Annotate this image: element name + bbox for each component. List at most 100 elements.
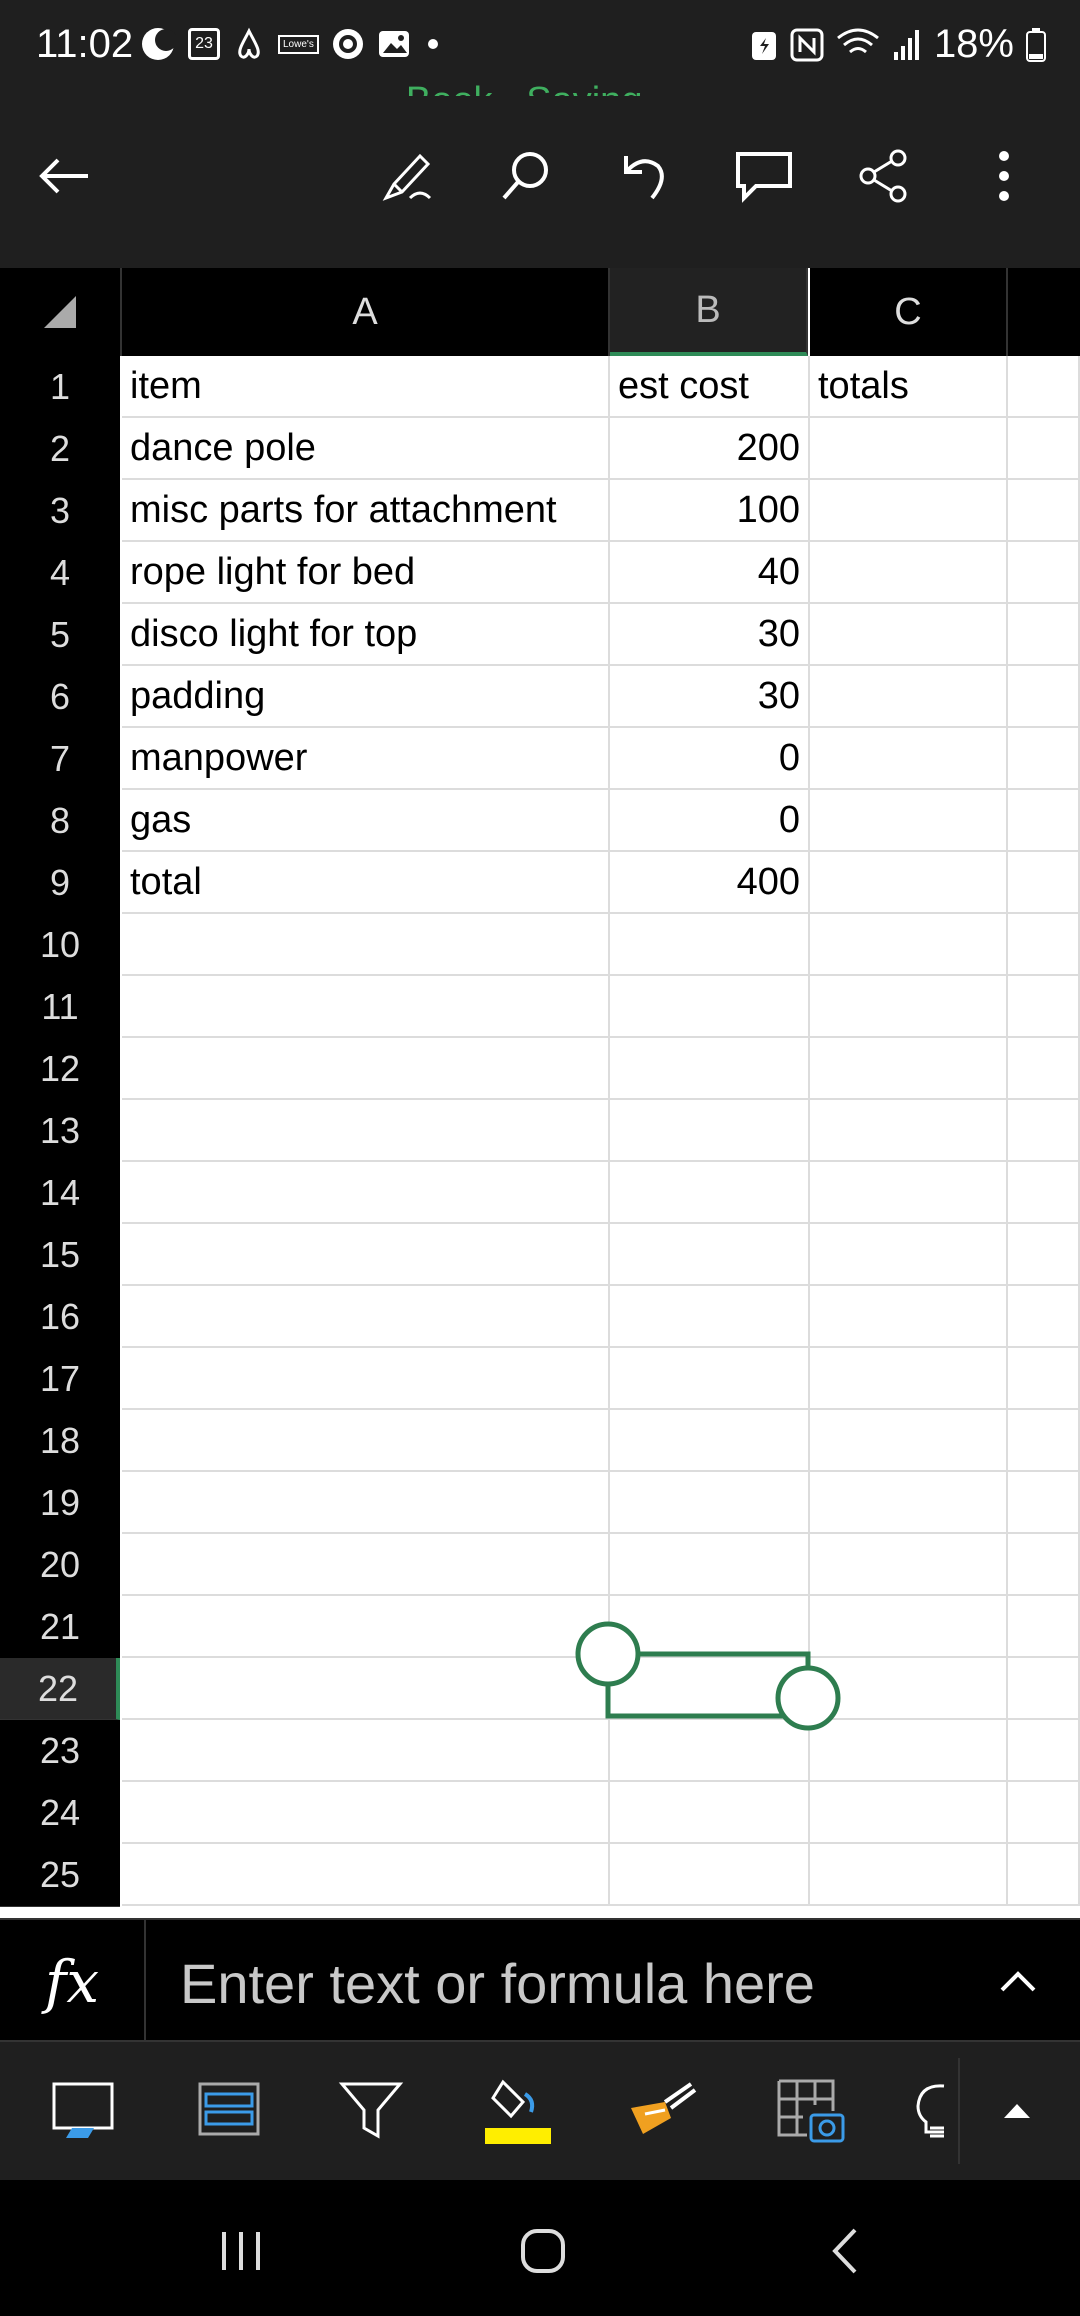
cell-b16[interactable] [610,1286,810,1348]
back-arrow-icon[interactable] [24,136,104,216]
cell-b7[interactable]: 0 [610,728,810,790]
cell-d4[interactable] [1008,542,1080,604]
row-header-18[interactable]: 18 [0,1410,120,1473]
cell-c11[interactable] [810,976,1008,1038]
cell-d22[interactable] [1008,1658,1080,1720]
cell-d7[interactable] [1008,728,1080,790]
cell-a24[interactable] [122,1782,610,1844]
row-header-20[interactable]: 20 [0,1534,120,1597]
row-header-11[interactable]: 11 [0,976,120,1039]
cell-c8[interactable] [810,790,1008,852]
cell-a22[interactable] [122,1658,610,1720]
cell-a12[interactable] [122,1038,610,1100]
cell-a21[interactable] [122,1596,610,1658]
comment-icon[interactable] [724,136,804,216]
cell-c20[interactable] [810,1534,1008,1596]
cell-a16[interactable] [122,1286,610,1348]
cell-b11[interactable] [610,976,810,1038]
cell-c4[interactable] [810,542,1008,604]
cell-d8[interactable] [1008,790,1080,852]
select-all-corner[interactable] [0,268,122,356]
cell-b2[interactable]: 200 [610,418,810,480]
cell-a14[interactable] [122,1162,610,1224]
cell-d12[interactable] [1008,1038,1080,1100]
cell-b13[interactable] [610,1100,810,1162]
cell-d3[interactable] [1008,480,1080,542]
cell-d23[interactable] [1008,1720,1080,1782]
cell-d14[interactable] [1008,1162,1080,1224]
cell-b20[interactable] [610,1534,810,1596]
row-header-12[interactable]: 12 [0,1038,120,1101]
cell-a20[interactable] [122,1534,610,1596]
cell-d19[interactable] [1008,1472,1080,1534]
cell-a18[interactable] [122,1410,610,1472]
cell-b18[interactable] [610,1410,810,1472]
cell-c23[interactable] [810,1720,1008,1782]
column-header-b[interactable]: B [610,268,808,356]
cell-d21[interactable] [1008,1596,1080,1658]
cell-b9[interactable]: 400 [610,852,810,914]
recent-apps-icon[interactable] [196,2216,286,2286]
cell-d10[interactable] [1008,914,1080,976]
cell-a10[interactable] [122,914,610,976]
cell-c12[interactable] [810,1038,1008,1100]
cell-a9[interactable]: total [122,852,610,914]
insert-picture-table-icon[interactable] [766,2070,856,2150]
cell-c9[interactable] [810,852,1008,914]
expand-toolbar-icon[interactable] [972,2070,1062,2150]
lightbulb-icon[interactable] [910,2070,960,2150]
cell-d24[interactable] [1008,1782,1080,1844]
cell-a15[interactable] [122,1224,610,1286]
row-header-7[interactable]: 7 [0,728,120,791]
cell-d25[interactable] [1008,1844,1080,1906]
cell-a1[interactable]: item [122,356,610,418]
row-header-25[interactable]: 25 [0,1844,120,1907]
cell-a3[interactable]: misc parts for attachment [122,480,610,542]
cell-b15[interactable] [610,1224,810,1286]
cell-a13[interactable] [122,1100,610,1162]
row-header-3[interactable]: 3 [0,480,120,543]
formula-input[interactable] [178,1950,962,2016]
chevron-up-icon[interactable] [996,1960,1040,2004]
row-header-2[interactable]: 2 [0,418,120,481]
cell-c1[interactable]: totals [810,356,1008,418]
cell-a5[interactable]: disco light for top [122,604,610,666]
cell-selection-handles[interactable] [570,1618,850,1738]
cell-c5[interactable] [810,604,1008,666]
cell-c2[interactable] [810,418,1008,480]
draw-pen-icon[interactable] [368,136,448,216]
row-header-8[interactable]: 8 [0,790,120,853]
cell-b21[interactable] [610,1596,810,1658]
search-icon[interactable] [486,136,566,216]
highlight-fill-icon[interactable] [472,2070,562,2150]
cell-d9[interactable] [1008,852,1080,914]
row-header-19[interactable]: 19 [0,1472,120,1535]
column-header-c[interactable]: C [810,268,1008,356]
cell-b5[interactable]: 30 [610,604,810,666]
cell-d2[interactable] [1008,418,1080,480]
cell-c16[interactable] [810,1286,1008,1348]
fx-button[interactable]: fx [0,1920,146,2044]
cell-c15[interactable] [810,1224,1008,1286]
cell-d13[interactable] [1008,1100,1080,1162]
cell-b17[interactable] [610,1348,810,1410]
cell-a6[interactable]: padding [122,666,610,728]
cell-b19[interactable] [610,1472,810,1534]
cell-b14[interactable] [610,1162,810,1224]
cell-c24[interactable] [810,1782,1008,1844]
cell-b1[interactable]: est cost [610,356,810,418]
row-header-10[interactable]: 10 [0,914,120,977]
row-header-21[interactable]: 21 [0,1596,120,1659]
row-header-6[interactable]: 6 [0,666,120,729]
row-header-24[interactable]: 24 [0,1782,120,1845]
cell-c10[interactable] [810,914,1008,976]
cell-a23[interactable] [122,1720,610,1782]
undo-icon[interactable] [604,136,684,216]
cell-d15[interactable] [1008,1224,1080,1286]
row-header-5[interactable]: 5 [0,604,120,667]
cell-c13[interactable] [810,1100,1008,1162]
share-icon[interactable] [844,136,924,216]
cell-a19[interactable] [122,1472,610,1534]
row-header-15[interactable]: 15 [0,1224,120,1287]
more-vertical-icon[interactable] [964,136,1044,216]
